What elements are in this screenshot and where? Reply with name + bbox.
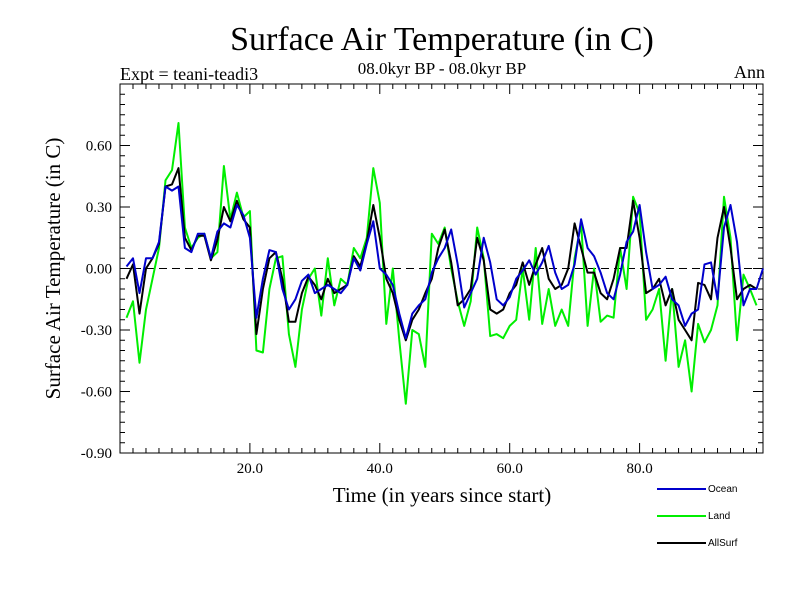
series-ocean-line (125, 185, 764, 340)
legend-label-land: Land (708, 511, 730, 522)
x-tick-label: 60.0 (497, 461, 523, 477)
period-label: 08.0kyr BP - 08.0kyr BP (358, 59, 526, 78)
y-tick-label: -0.60 (81, 385, 112, 401)
x-axis-label: Time (in years since start) (333, 483, 552, 507)
y-tick-label: 0.00 (86, 262, 112, 278)
legend-label-allsurf: AllSurf (708, 538, 738, 549)
y-tick-label: 0.30 (86, 200, 112, 216)
series-allsurf-line (125, 167, 758, 342)
y-tick-label: -0.90 (81, 446, 112, 462)
y-tick-label: 0.60 (86, 139, 112, 155)
experiment-label: Expt = teani-teadi3 (120, 64, 258, 84)
season-label: Ann (734, 62, 765, 82)
y-axis-label: Surface Air Temperature (in C) (41, 138, 65, 400)
y-axis: -0.90 -0.60 -0.30 0.00 0.30 0.60 (81, 83, 763, 462)
chart-title: Surface Air Temperature (in C) (230, 21, 654, 58)
y-tick-label: -0.30 (81, 323, 112, 339)
x-tick-label: 40.0 (367, 461, 393, 477)
x-axis: 20.0 40.0 60.0 80.0 (119, 84, 758, 477)
x-tick-label: 80.0 (626, 461, 652, 477)
legend-label-ocean: Ocean (708, 484, 737, 495)
series-lines (125, 122, 764, 405)
x-tick-label: 20.0 (237, 461, 263, 477)
legend: Ocean Land AllSurf (657, 484, 738, 549)
series-land-line (125, 122, 758, 405)
